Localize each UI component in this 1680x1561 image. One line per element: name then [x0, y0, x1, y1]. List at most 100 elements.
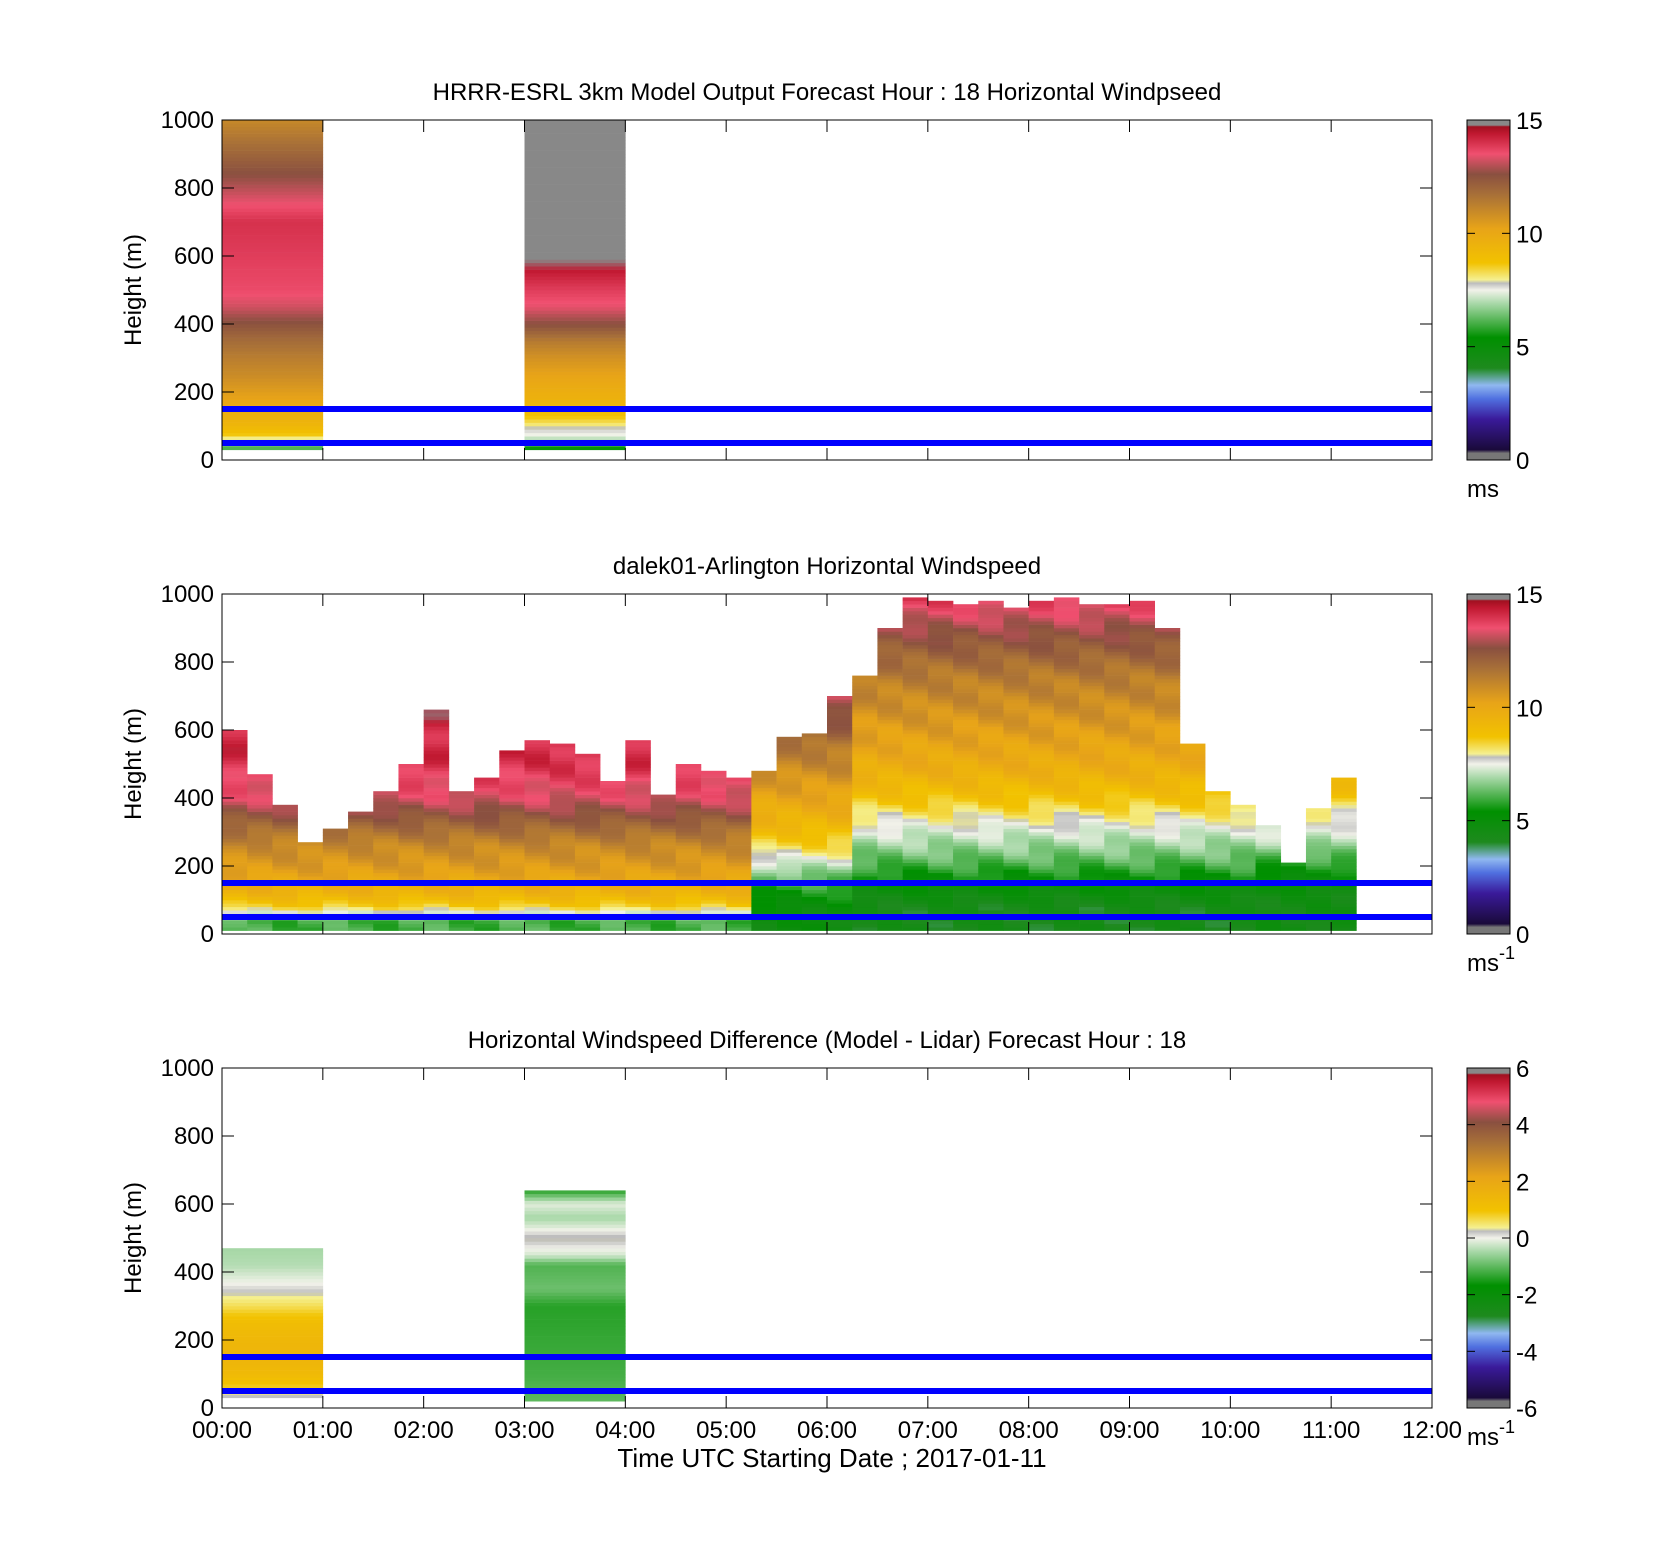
heatmap-cell	[1179, 869, 1206, 874]
heatmap-cell	[751, 781, 777, 785]
heatmap-cell	[222, 764, 248, 768]
heatmap-cell	[1129, 893, 1156, 897]
heatmap-cell	[1079, 781, 1105, 785]
heatmap-cell	[700, 825, 727, 829]
heatmap-cell	[953, 696, 979, 700]
heatmap-cell	[549, 845, 576, 850]
heatmap-cell	[524, 1265, 626, 1269]
heatmap-cell	[448, 900, 475, 904]
heatmap-cell	[1154, 872, 1181, 877]
heatmap-cell	[398, 794, 424, 799]
heatmap-cell	[827, 713, 853, 717]
heatmap-cell	[1003, 740, 1029, 744]
heatmap-cell	[348, 910, 374, 914]
heatmap-cell	[524, 815, 551, 819]
heatmap-cell	[877, 821, 903, 826]
heatmap-cell	[524, 1319, 626, 1324]
heatmap-cell	[801, 760, 828, 765]
heatmap-cell	[600, 845, 626, 850]
heatmap-cell	[776, 896, 803, 901]
heatmap-cell	[1179, 862, 1206, 867]
heatmap-cell	[247, 784, 273, 789]
heatmap-cell	[927, 804, 954, 809]
heatmap-cell	[524, 1323, 626, 1327]
heatmap-cell	[398, 777, 424, 782]
heatmap-cell	[852, 821, 878, 826]
heatmap-cell	[1255, 845, 1282, 850]
heatmap-cell	[700, 862, 727, 867]
heatmap-cell	[1104, 699, 1130, 704]
heatmap-cell	[927, 869, 954, 874]
heatmap-cell	[600, 893, 626, 897]
heatmap-cell	[1129, 655, 1156, 659]
heatmap-cell	[1179, 852, 1206, 857]
heatmap-cell	[978, 784, 1004, 789]
heatmap-cell	[1230, 804, 1256, 809]
heatmap-cell	[675, 764, 702, 768]
heatmap-cell	[1003, 621, 1029, 625]
heatmap-cell	[549, 764, 576, 768]
heatmap-cell	[1053, 842, 1080, 846]
heatmap-cell	[222, 337, 324, 342]
heatmap-cell	[625, 818, 651, 823]
heatmap-cell	[448, 835, 475, 840]
heatmap-cell	[524, 808, 551, 812]
heatmap-cell	[1003, 767, 1029, 772]
heatmap-cell	[827, 815, 853, 819]
heatmap-cell	[877, 713, 903, 717]
heatmap-cell	[1331, 784, 1357, 789]
heatmap-cell	[1154, 753, 1181, 758]
heatmap-cell	[953, 794, 979, 799]
heatmap-cell	[927, 818, 954, 823]
heatmap-cell	[1053, 767, 1080, 772]
heatmap-cell	[827, 794, 853, 799]
heatmap-cell	[222, 426, 324, 430]
heatmap-cell	[423, 794, 450, 799]
heatmap-cell	[1028, 709, 1055, 714]
heatmap-cell	[524, 1292, 626, 1297]
heatmap-cell	[222, 164, 324, 168]
heatmap-cell	[524, 446, 626, 451]
heatmap-cell	[801, 770, 828, 775]
heatmap-cell	[625, 815, 651, 819]
heatmap-cell	[474, 781, 500, 785]
heatmap-cell	[978, 736, 1004, 741]
heatmap-cell	[1129, 828, 1156, 833]
heatmap-cell	[978, 607, 1004, 612]
heatmap-cell	[1079, 852, 1105, 857]
heatmap-cell	[1129, 859, 1156, 863]
heatmap-cell	[524, 1374, 626, 1378]
heatmap-cell	[222, 215, 324, 219]
heatmap-cell	[1280, 906, 1307, 911]
heatmap-cell	[600, 787, 626, 792]
heatmap-cell	[1003, 791, 1029, 795]
heatmap-cell	[902, 709, 929, 714]
heatmap-cell	[549, 747, 576, 751]
heatmap-cell	[1129, 791, 1156, 795]
heatmap-cell	[852, 706, 878, 710]
heatmap-cell	[1255, 835, 1282, 840]
heatmap-cell	[1154, 900, 1181, 904]
heatmap-cell	[877, 638, 903, 642]
heatmap-cell	[247, 832, 273, 836]
heatmap-cell	[776, 801, 803, 806]
heatmap-cell	[524, 866, 551, 870]
heatmap-cell	[474, 910, 500, 914]
y-tick-label: 200	[174, 379, 214, 406]
heatmap-cell	[1129, 716, 1156, 721]
heatmap-cell	[751, 832, 777, 836]
heatmap-cell	[700, 842, 727, 846]
heatmap-cell	[953, 719, 979, 724]
heatmap-cell	[272, 842, 298, 846]
heatmap-cell	[423, 743, 450, 748]
heatmap-cell	[650, 893, 677, 897]
heatmap-cell	[1079, 900, 1105, 904]
heatmap-cell	[1129, 736, 1156, 741]
heatmap-cell	[877, 672, 903, 676]
heatmap-cell	[877, 832, 903, 836]
heatmap-cell	[801, 808, 828, 812]
heatmap-cell	[927, 927, 954, 931]
heatmap-cell	[1331, 889, 1357, 894]
heatmap-cell	[222, 398, 324, 403]
heatmap-cell	[373, 845, 399, 850]
